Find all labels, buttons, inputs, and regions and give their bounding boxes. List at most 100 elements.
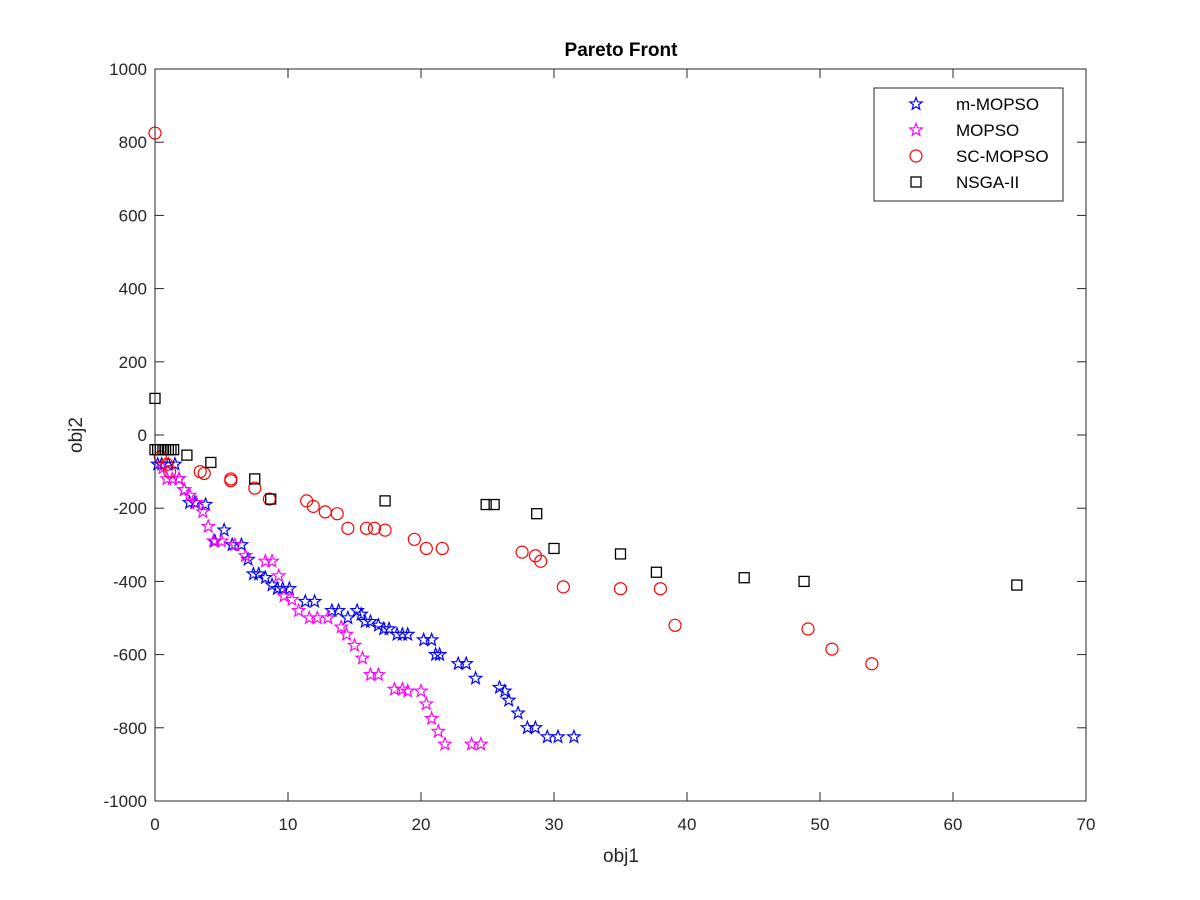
data-point (213, 532, 230, 548)
data-point (167, 443, 180, 456)
chart-title: Pareto Front (565, 40, 679, 61)
data-point (458, 655, 475, 671)
data-point (197, 496, 214, 512)
data-point (480, 498, 492, 511)
data-point (539, 728, 556, 744)
data-point (197, 466, 211, 481)
legend-box (873, 87, 1064, 202)
data-point (188, 494, 205, 510)
data-point (413, 682, 429, 698)
y-tick-label: -600 (113, 646, 147, 665)
data-point (269, 580, 286, 596)
data-point (160, 457, 174, 471)
data-point (205, 456, 217, 469)
data-point (379, 495, 391, 507)
data-point (613, 582, 628, 596)
data-point (362, 613, 379, 629)
data-point (418, 695, 435, 711)
data-point (257, 569, 274, 585)
data-point (399, 682, 416, 698)
data-point (290, 602, 307, 618)
data-point (435, 541, 449, 556)
series-mopso (155, 459, 489, 751)
data-point (419, 541, 433, 556)
x-tick-label: 30 (545, 815, 564, 834)
y-tick-label: 600 (119, 206, 147, 225)
data-point (496, 682, 513, 698)
data-point (427, 646, 444, 662)
data-point (176, 481, 193, 497)
data-point (367, 521, 382, 535)
data-point (237, 547, 254, 563)
data-point (240, 551, 256, 567)
data-point (399, 626, 416, 642)
data-point (473, 736, 489, 751)
x-tick-label: 10 (279, 815, 298, 834)
x-tick-label: 60 (944, 815, 963, 834)
data-point (306, 593, 323, 609)
data-point (531, 508, 543, 520)
y-axis-label: obj2 (66, 417, 87, 453)
data-point (181, 449, 193, 461)
data-point (226, 536, 243, 552)
y-tick-label: 0 (138, 426, 147, 445)
y-tick-label: 1000 (109, 60, 147, 79)
data-point (801, 622, 815, 636)
data-point (566, 728, 582, 744)
x-axis-label: obj1 (603, 846, 639, 867)
data-point (488, 498, 500, 511)
axis-layer: 0 10 20 30 40 50 60 70 -1000 -800 -600 -400 -200 0 200… (104, 60, 1096, 834)
data-point (407, 532, 421, 546)
data-point (284, 591, 300, 607)
data-point (330, 507, 344, 521)
data-point (320, 609, 336, 625)
data-point (825, 642, 839, 656)
data-point (423, 710, 440, 726)
data-point (510, 704, 526, 720)
x-tick-label: 40 (678, 815, 697, 834)
data-point (216, 521, 232, 537)
legend-marker (908, 121, 924, 137)
data-point (250, 565, 267, 581)
series-sc-mopso (148, 126, 879, 671)
data-point (394, 626, 411, 642)
legend: m-MOPSO MOPSO SC-MOPSO NSGA-II (873, 87, 1064, 202)
series-layer (148, 126, 1023, 751)
y-tick-label: 800 (119, 133, 147, 152)
y-tick-label: -800 (113, 719, 147, 738)
data-point (340, 609, 356, 625)
data-point (171, 470, 187, 486)
data-point (738, 572, 750, 584)
data-point (224, 474, 238, 488)
y-tick-label: 400 (119, 280, 147, 299)
y-tick-label: -400 (113, 572, 147, 591)
data-point (167, 456, 183, 471)
legend-label: NSGA-II (956, 173, 1019, 192)
data-point (338, 626, 355, 642)
data-point (375, 620, 392, 636)
y-tick-label: -200 (113, 499, 147, 518)
data-point (346, 637, 363, 653)
data-point (378, 523, 392, 537)
data-point (650, 566, 663, 578)
data-point (431, 646, 448, 662)
data-point (467, 670, 484, 686)
data-point (265, 493, 277, 505)
data-point (324, 602, 340, 618)
data-point (556, 580, 570, 594)
y-tick-label: -1000 (104, 792, 147, 811)
data-point (614, 548, 627, 560)
data-point (534, 554, 548, 568)
data-point (437, 736, 453, 751)
x-tick-label: 0 (150, 815, 159, 834)
legend-marker (908, 95, 924, 111)
data-point (333, 618, 350, 634)
x-tick-label: 70 (1077, 815, 1096, 834)
data-point (318, 505, 332, 519)
data-point (200, 518, 217, 534)
data-point (341, 521, 355, 535)
data-point (668, 618, 682, 632)
data-point (306, 499, 320, 513)
data-point (354, 650, 371, 665)
